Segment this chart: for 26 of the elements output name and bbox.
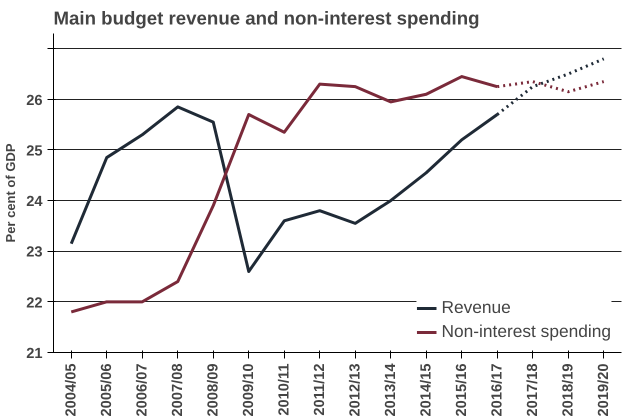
x-tick-label: 2005/06 [98,363,115,416]
x-tick-label: 2015/16 [454,363,470,416]
x-tick-label: 2009/10 [240,363,257,416]
x-tick-label: 2006/07 [134,363,150,416]
x-tick-label: 2011/12 [312,364,328,416]
x-tick-label: 2017/18 [524,363,541,416]
y-tick-label: 25 [26,143,43,160]
legend-label: Non-interest spending [441,321,611,342]
y-tick-label: 22 [26,295,43,312]
x-tick-label: 2008/09 [205,363,222,416]
legend-label: Revenue [441,297,511,318]
x-tick-label: 2016/17 [489,363,506,416]
x-tick-label: 2019/20 [596,363,612,416]
x-tick-label: 2004/05 [63,363,80,416]
x-tick-label: 2010/11 [276,364,292,416]
y-tick-label: 23 [26,244,43,261]
x-tick-label: 2012/13 [347,363,364,416]
x-tick-label: 2013/14 [382,362,399,416]
y-tick-label: 24 [26,194,44,210]
x-tick-label: 2014/15 [418,363,434,416]
y-tick-label: 26 [26,92,43,109]
chart-title: Main budget revenue and non-interest spending [54,8,480,28]
x-tick-label: 2018/19 [560,363,576,416]
y-tick-label: 21 [26,346,43,362]
y-axis-title: Per cent of GDP [3,143,18,242]
x-tick-label: 2007/08 [170,363,186,416]
